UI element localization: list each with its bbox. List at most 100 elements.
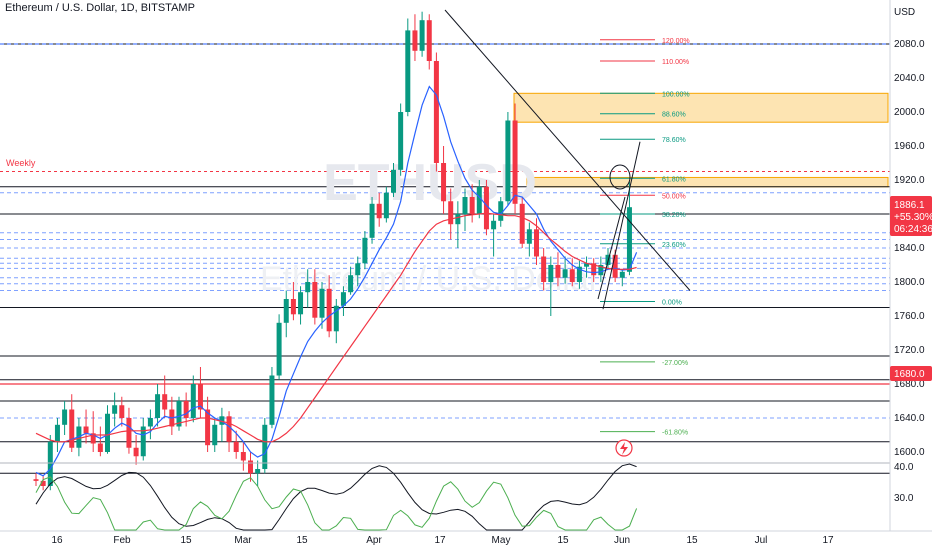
candle-body: [319, 288, 325, 318]
candle-body: [498, 201, 504, 221]
price-tick: 2040.0: [894, 73, 925, 84]
candle-body: [97, 443, 103, 452]
price-tick: 1840.0: [894, 243, 925, 254]
time-tick: 17: [434, 535, 446, 546]
candle-body: [290, 299, 296, 315]
price-tick: 1920.0: [894, 175, 925, 186]
symbol-title[interactable]: Ethereum / U.S. Dollar, 1D, BITSTAMP: [5, 2, 195, 14]
candle-body: [248, 460, 253, 474]
fib-label: 38.20%: [662, 212, 686, 219]
candle-body: [569, 269, 575, 282]
candles: [33, 11, 632, 491]
candle-body: [205, 409, 211, 446]
candle-body: [33, 479, 39, 481]
trendline: [597, 196, 626, 300]
price-tick: 1720.0: [894, 345, 925, 356]
candle-body: [448, 201, 454, 225]
candle-body: [584, 263, 590, 267]
candle-body: [62, 409, 68, 425]
fib-label: 78.60%: [662, 137, 686, 144]
candle-body: [626, 207, 632, 272]
candle-body: [576, 266, 582, 282]
fib-label: 88.60%: [662, 112, 686, 119]
candle-body: [47, 441, 53, 486]
price-tick: 1960.0: [894, 141, 925, 152]
candle-body: [426, 20, 432, 61]
candle-body: [183, 401, 189, 418]
candle-body: [276, 322, 282, 376]
time-tick: 15: [296, 535, 308, 546]
candle-body: [69, 409, 75, 448]
candle-body: [433, 61, 439, 163]
candle-body: [469, 197, 475, 214]
fib-label: -27.00%: [662, 360, 688, 367]
candle-body: [462, 197, 468, 214]
time-tick: Feb: [113, 535, 131, 546]
trendline: [444, 9, 691, 291]
time-tick: 16: [51, 535, 63, 546]
candle-body: [54, 424, 60, 442]
candle-body: [40, 480, 46, 486]
candle-body: [147, 418, 153, 427]
candle-body: [405, 30, 411, 112]
candle-body: [455, 214, 461, 225]
candle-body: [333, 305, 339, 332]
indicator-line-dark: [35, 463, 637, 531]
price-tick: 2000.0: [894, 107, 925, 118]
candle-body: [312, 282, 318, 318]
candle-body: [383, 192, 389, 219]
candle-body: [505, 120, 511, 202]
candle-body: [548, 265, 554, 282]
candle-body: [598, 265, 604, 276]
indicator-tick: 40.0: [894, 462, 914, 473]
level-badge: 1680.0: [890, 366, 932, 381]
price-axis[interactable]: 2080.02040.02000.01960.01920.01880.01840…: [894, 39, 925, 504]
candle-body: [391, 169, 396, 193]
candle-body: [591, 263, 597, 276]
indicator-tick: 30.0: [894, 493, 914, 504]
candle-body: [255, 469, 261, 474]
level-badge-text: 1680.0: [894, 369, 925, 380]
fib-label: -61.80%: [662, 430, 688, 437]
fib-label: 23.60%: [662, 242, 686, 249]
candle-body: [197, 384, 203, 410]
candle-body: [233, 441, 239, 452]
candle-body: [483, 186, 489, 230]
candle-body: [369, 203, 375, 238]
candle-body: [526, 229, 532, 244]
last-price: 1886.1: [894, 200, 925, 211]
fib-label: 61.80%: [662, 176, 686, 183]
candle-body: [105, 413, 110, 452]
candle-body: [441, 163, 447, 202]
time-axis[interactable]: 16 Feb 15 Mar 15 Apr 17 May 15 Jun 15 Jul 17: [51, 535, 834, 546]
flash-icon[interactable]: [615, 439, 633, 457]
candle-body: [612, 254, 618, 278]
candle-body: [519, 203, 525, 244]
time-tick: Apr: [366, 535, 382, 546]
candle-body: [412, 30, 418, 51]
resistance-zone: [513, 92, 889, 123]
price-tick: 2080.0: [894, 39, 925, 50]
circle-annotation: [609, 164, 631, 190]
last-price-badge: 1886.1 +55.30% 06:24:36: [890, 196, 932, 236]
time-tick: 15: [686, 535, 698, 546]
candle-body: [90, 433, 96, 444]
candle-body: [355, 263, 361, 276]
price-tick: 1760.0: [894, 311, 925, 322]
candle-body: [219, 416, 225, 425]
lower-indicator-pane: [35, 463, 638, 531]
resistance-zone: [526, 176, 889, 188]
candle-body: [340, 292, 346, 306]
price-tick: 1600.0: [894, 447, 925, 458]
trendlines: [444, 9, 691, 310]
candle-body: [348, 275, 354, 293]
currency-label: USD: [894, 7, 915, 18]
fib-label: 110.00%: [662, 59, 689, 66]
candle-body: [162, 394, 168, 410]
fib-label: 120.00%: [662, 38, 690, 45]
candle-body: [262, 424, 268, 469]
indicator-line-green: [35, 476, 638, 531]
candle-body: [155, 394, 161, 418]
fib-label: 0.00%: [662, 300, 682, 307]
